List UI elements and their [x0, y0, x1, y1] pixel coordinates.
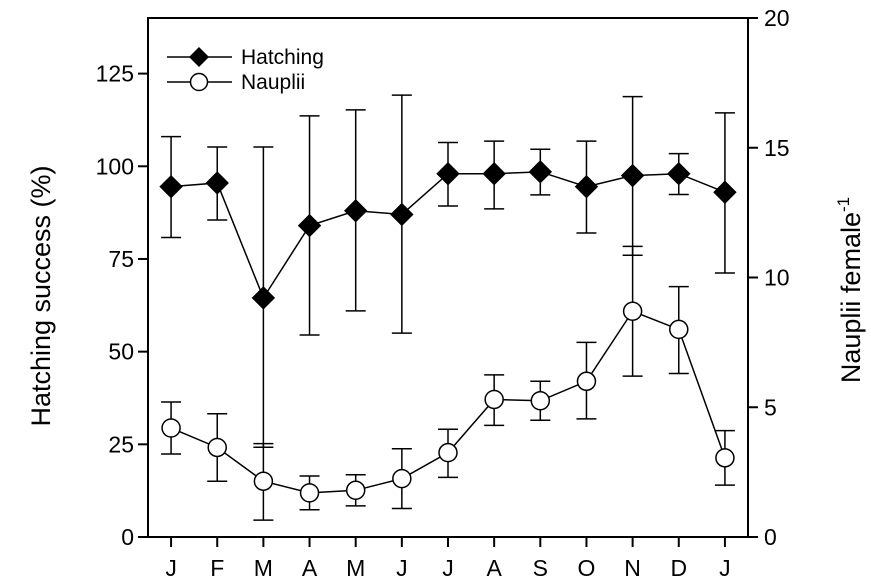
nauplii-point	[299, 483, 320, 503]
left-tick-label: 125	[96, 61, 134, 87]
hatching-point	[297, 213, 322, 238]
hatching-point	[620, 163, 645, 188]
right-tick-label: 0	[764, 524, 777, 550]
right-axis-title-main: Nauplii female	[836, 212, 866, 383]
x-tick-label: J	[719, 555, 731, 581]
x-tick-label: M	[346, 555, 365, 581]
hatching-point	[205, 171, 229, 195]
legend-marker-nauplii	[189, 72, 209, 92]
left-tick-label: 0	[121, 524, 134, 550]
x-tick-label: J	[442, 555, 454, 581]
right-tick-label: 5	[764, 394, 777, 420]
right-tick-label: 20	[764, 5, 790, 31]
legend-item-hatching: Hatching	[167, 46, 324, 69]
left-axis-title: Hatching success (%)	[26, 165, 56, 426]
right-axis-title: Nauplii female-1	[834, 197, 866, 383]
hatching-point	[251, 286, 276, 310]
hatching-point	[343, 199, 368, 223]
x-tick-label: N	[624, 555, 641, 581]
nauplii-series	[161, 245, 735, 521]
nauplii-point	[530, 391, 551, 411]
hatching-point	[436, 161, 460, 186]
nauplii-point	[669, 319, 689, 340]
left-tick-label: 100	[96, 153, 134, 179]
x-tick-label: F	[210, 555, 224, 581]
hatching-point	[713, 180, 737, 204]
left-tick-label: 25	[108, 431, 134, 457]
x-tick-label: J	[396, 555, 408, 581]
nauplii-point	[345, 480, 366, 501]
x-tick-label: S	[533, 555, 548, 581]
hatching-point	[528, 160, 553, 184]
legend-item-nauplii: Nauplii	[167, 71, 305, 94]
nauplii-point	[715, 448, 735, 468]
nauplii-point	[622, 301, 643, 321]
x-tick-label: J	[165, 555, 177, 581]
legend-marker-hatching	[189, 47, 209, 67]
x-tick-label: D	[670, 555, 687, 581]
x-tick-label: M	[254, 555, 273, 581]
x-tick-label: O	[578, 555, 596, 581]
nauplii-point	[207, 437, 227, 458]
right-tick-label: 10	[764, 265, 790, 291]
legend-label-nauplii: Nauplii	[241, 71, 305, 94]
x-tick-label: A	[486, 555, 502, 581]
nauplii-point	[161, 418, 181, 438]
hatching-point	[390, 202, 414, 227]
hatching-point	[159, 174, 183, 199]
right-axis-title-superscript: -1	[834, 197, 853, 212]
nauplii-point	[484, 389, 504, 410]
nauplii-point	[438, 442, 458, 463]
left-tick-label: 50	[108, 339, 134, 365]
hatching-point	[574, 174, 599, 199]
x-tick-label: A	[302, 555, 318, 581]
legend-label-hatching: Hatching	[241, 46, 324, 69]
series-layer	[159, 94, 737, 521]
axes: 0 25 50 75 100 125 0 5 10 15 20 J F M A M J J A S O N D J	[96, 5, 790, 581]
right-tick-label: 15	[764, 135, 790, 161]
hatching-point	[667, 161, 691, 186]
left-tick-label: 75	[108, 246, 134, 272]
nauplii-point	[392, 468, 412, 489]
hatching-point	[482, 161, 506, 186]
nauplii-point	[576, 371, 597, 392]
hatching-series	[159, 94, 737, 449]
nauplii-point	[253, 471, 274, 491]
